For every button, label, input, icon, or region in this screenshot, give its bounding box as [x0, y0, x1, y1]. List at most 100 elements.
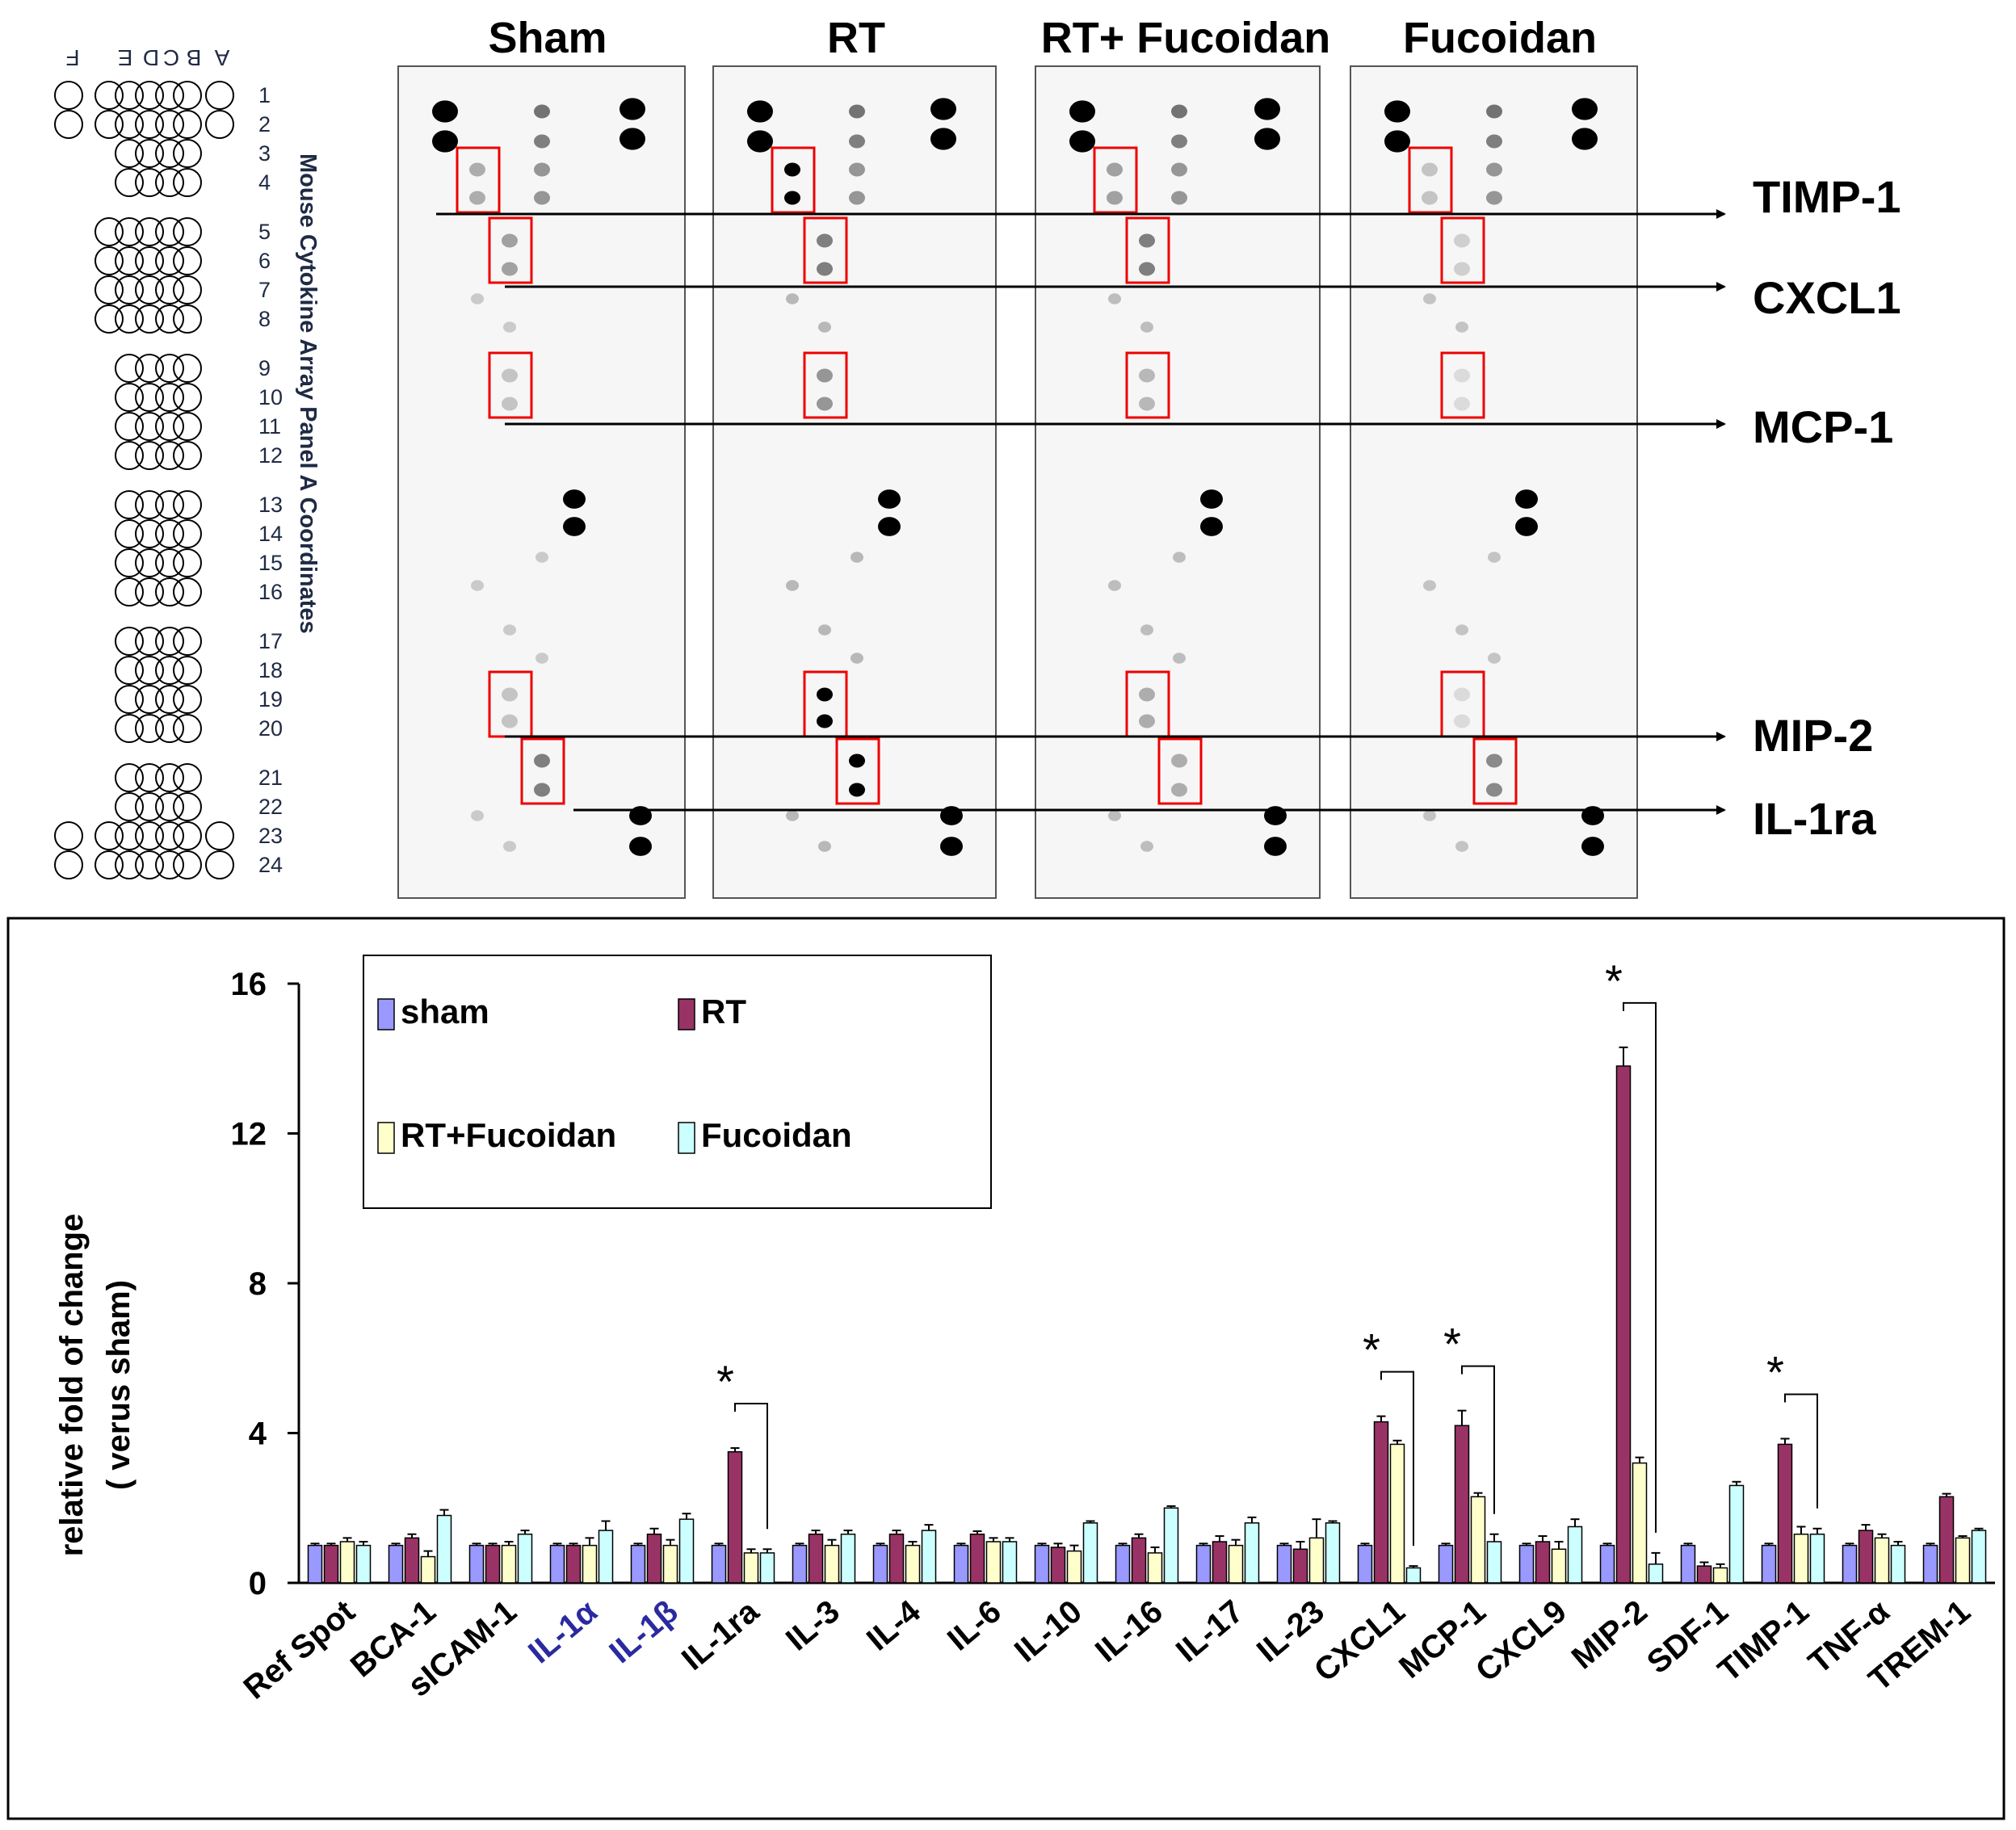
coord-spot-circle — [173, 548, 202, 577]
legend-label: RT+Fucoidan — [401, 1116, 616, 1154]
bar-sham — [1357, 1544, 1373, 1584]
bar-rt — [1454, 1425, 1470, 1584]
coord-row-number: 18 — [258, 658, 283, 682]
coord-spot-circle — [135, 519, 164, 548]
x-tick-label: IL-1α — [522, 1593, 604, 1670]
coord-spot-circle — [115, 792, 144, 821]
bar-sham — [711, 1544, 727, 1584]
coord-spot-circle — [115, 168, 144, 197]
coord-row-number: 9 — [258, 356, 271, 380]
coord-row-number: 23 — [258, 824, 283, 848]
blot-spot — [1454, 397, 1470, 411]
bar-fucoidan — [1163, 1507, 1179, 1584]
arrow-label: TIMP-1 — [1753, 171, 1901, 222]
blot-spot — [1423, 293, 1436, 304]
coord-spot-circle — [205, 821, 234, 850]
blot-spot — [1423, 810, 1436, 821]
blot-spot — [534, 753, 550, 768]
x-tick-label: IL-4 — [860, 1593, 927, 1658]
coord-spot-circle — [155, 763, 184, 792]
coord-spot-circle — [135, 412, 164, 441]
coord-row-number: 11 — [258, 414, 281, 439]
legend-swatch — [377, 998, 395, 1030]
coord-spot-circle — [115, 490, 144, 519]
bar-sham — [549, 1544, 565, 1584]
coord-spot-circle — [94, 850, 124, 879]
blot-spot — [1139, 714, 1155, 728]
bar-sham — [1680, 1544, 1696, 1584]
coord-spot-circle — [115, 577, 144, 607]
coord-spot-circle — [135, 821, 164, 850]
coord-column-letter: F — [65, 45, 79, 70]
blot-spot — [1140, 624, 1153, 636]
coord-spot-circle — [135, 275, 164, 304]
coord-spot-circle — [155, 354, 184, 383]
coord-spot-circle — [135, 217, 164, 246]
blot-spot — [1488, 653, 1501, 664]
coord-spot-circle — [135, 168, 164, 197]
bar-rt-fucoidan — [1874, 1537, 1890, 1584]
legend-swatch — [678, 998, 695, 1030]
blot-spot — [1171, 104, 1187, 119]
blot-spot — [502, 687, 518, 702]
coord-spot-circle — [155, 168, 184, 197]
blot-spot — [1422, 162, 1438, 177]
coord-spot-circle — [155, 246, 184, 275]
coord-spot-circle — [155, 412, 184, 441]
bar-sham — [307, 1544, 323, 1584]
blot-spot — [1454, 262, 1470, 276]
significance-bracket — [1380, 1370, 1414, 1547]
coord-spot-circle — [173, 441, 202, 470]
panel-title: Sham — [488, 14, 607, 62]
bar-fucoidan — [1486, 1541, 1502, 1584]
panel-title: RT — [827, 14, 885, 62]
coord-spot-circle — [155, 81, 184, 110]
y-tick-label: 4 — [249, 1417, 267, 1452]
y-tick-label: 0 — [249, 1566, 267, 1601]
bar-rt — [404, 1537, 420, 1584]
coord-spot-circle — [135, 763, 164, 792]
blot-spot — [878, 517, 901, 536]
coord-spot-circle — [173, 383, 202, 412]
bar-sham — [1034, 1544, 1050, 1584]
coord-spot-circle — [115, 246, 144, 275]
bar-rt — [1373, 1421, 1389, 1584]
coord-spot-circle — [135, 441, 164, 470]
coord-spot-circle — [205, 81, 234, 110]
coord-spot-circle — [173, 275, 202, 304]
coord-spot-circle — [115, 821, 144, 850]
blot-spot — [1140, 841, 1153, 852]
coord-spot-circle — [173, 792, 202, 821]
x-tick-label: Ref Spot — [237, 1593, 362, 1706]
coord-row-number: 6 — [258, 249, 271, 273]
blot-spot — [930, 128, 956, 150]
highlight-box — [835, 737, 880, 805]
blot-spot — [786, 293, 799, 304]
bar-rt — [1777, 1443, 1793, 1584]
legend-label: sham — [401, 993, 489, 1030]
bar-fucoidan — [1971, 1530, 1987, 1584]
highlight-box — [1440, 351, 1485, 419]
blot-spot — [1454, 368, 1470, 383]
coord-spot-circle — [54, 110, 83, 139]
coord-row-number: 7 — [258, 278, 271, 302]
coord-row-number: 10 — [258, 385, 283, 409]
coord-spot-circle — [94, 304, 124, 334]
bar-fucoidan — [1728, 1484, 1745, 1584]
bar-rt — [1131, 1537, 1147, 1584]
coord-column-letter: E — [118, 45, 133, 70]
blot-spot — [1486, 783, 1502, 797]
blot-spot — [784, 162, 800, 177]
bar-fucoidan — [759, 1552, 775, 1584]
bar-fucoidan — [517, 1533, 533, 1584]
bar-sham — [630, 1544, 646, 1584]
coord-spot-circle — [155, 627, 184, 656]
bar-rt — [646, 1533, 662, 1584]
highlight-box — [456, 146, 501, 214]
coord-row-number: 19 — [258, 687, 283, 711]
blot-spot — [930, 98, 956, 120]
bar-rt — [888, 1533, 905, 1584]
blot-spot — [1455, 321, 1468, 333]
x-tick-label: IL-3 — [779, 1593, 846, 1657]
coord-spot-circle — [115, 714, 144, 743]
